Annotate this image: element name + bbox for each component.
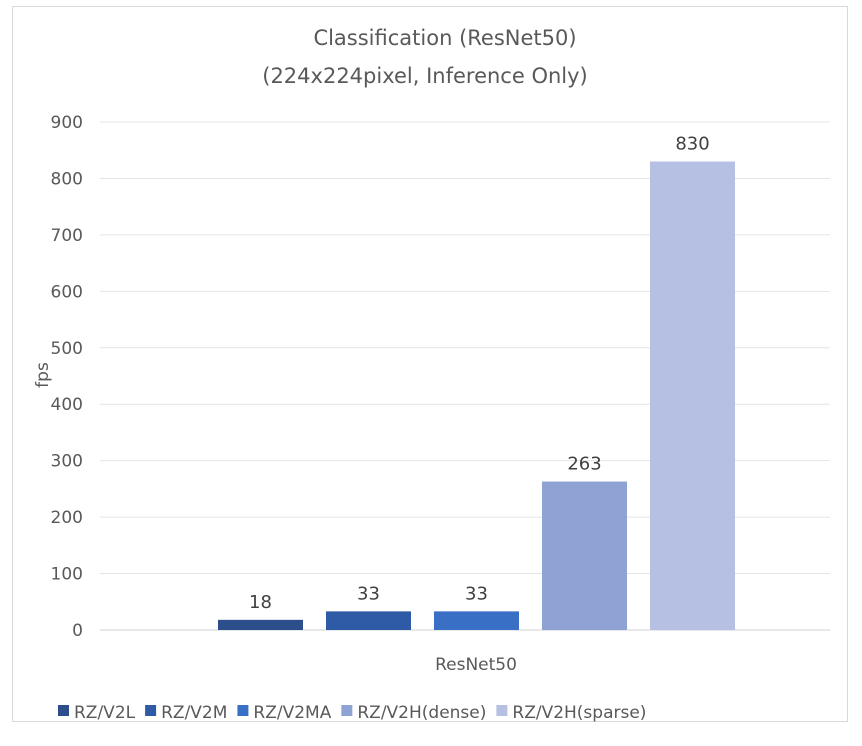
chart-title-line-2: (224x224pixel, Inference Only) (262, 64, 588, 88)
y-tick-label: 0 (72, 621, 83, 641)
chart-frame (12, 6, 848, 722)
bar-rz-v2ma (434, 611, 519, 630)
data-label: 33 (465, 583, 488, 604)
legend-swatch (145, 705, 157, 716)
y-axis-label: fps (33, 362, 53, 388)
y-tick-label: 900 (51, 113, 83, 133)
legend-swatch (496, 705, 508, 716)
legend-swatch (237, 705, 249, 716)
x-axis-category-label: ResNet50 (435, 655, 517, 675)
y-tick-label: 300 (51, 452, 83, 472)
legend-label: RZ/V2H(dense) (357, 703, 486, 723)
legend-label: RZ/V2H(sparse) (512, 703, 646, 723)
chart-title-line-1: Classification (ResNet50) (313, 26, 576, 50)
y-tick-label: 100 (51, 565, 83, 585)
y-tick-label: 400 (51, 395, 83, 415)
y-tick-label: 200 (51, 508, 83, 528)
legend-swatch (58, 705, 69, 716)
data-label: 263 (567, 454, 601, 475)
bar-rz-v2m (326, 611, 411, 630)
data-label: 18 (249, 592, 272, 613)
y-tick-label: 800 (51, 169, 83, 189)
bar-rz-v2h-sparse- (650, 161, 735, 630)
data-label: 830 (675, 134, 709, 155)
bar-rz-v2l (218, 619, 303, 630)
y-tick-label: 700 (51, 226, 83, 246)
y-tick-label: 500 (51, 339, 83, 359)
legend-label: RZ/V2M (161, 703, 227, 723)
legend-label: RZ/V2L (74, 703, 136, 723)
bar-rz-v2h-dense- (542, 481, 627, 630)
y-tick-label: 600 (51, 282, 83, 302)
legend-swatch (341, 705, 353, 716)
legend-label: RZ/V2MA (253, 703, 331, 723)
data-label: 33 (357, 583, 380, 604)
